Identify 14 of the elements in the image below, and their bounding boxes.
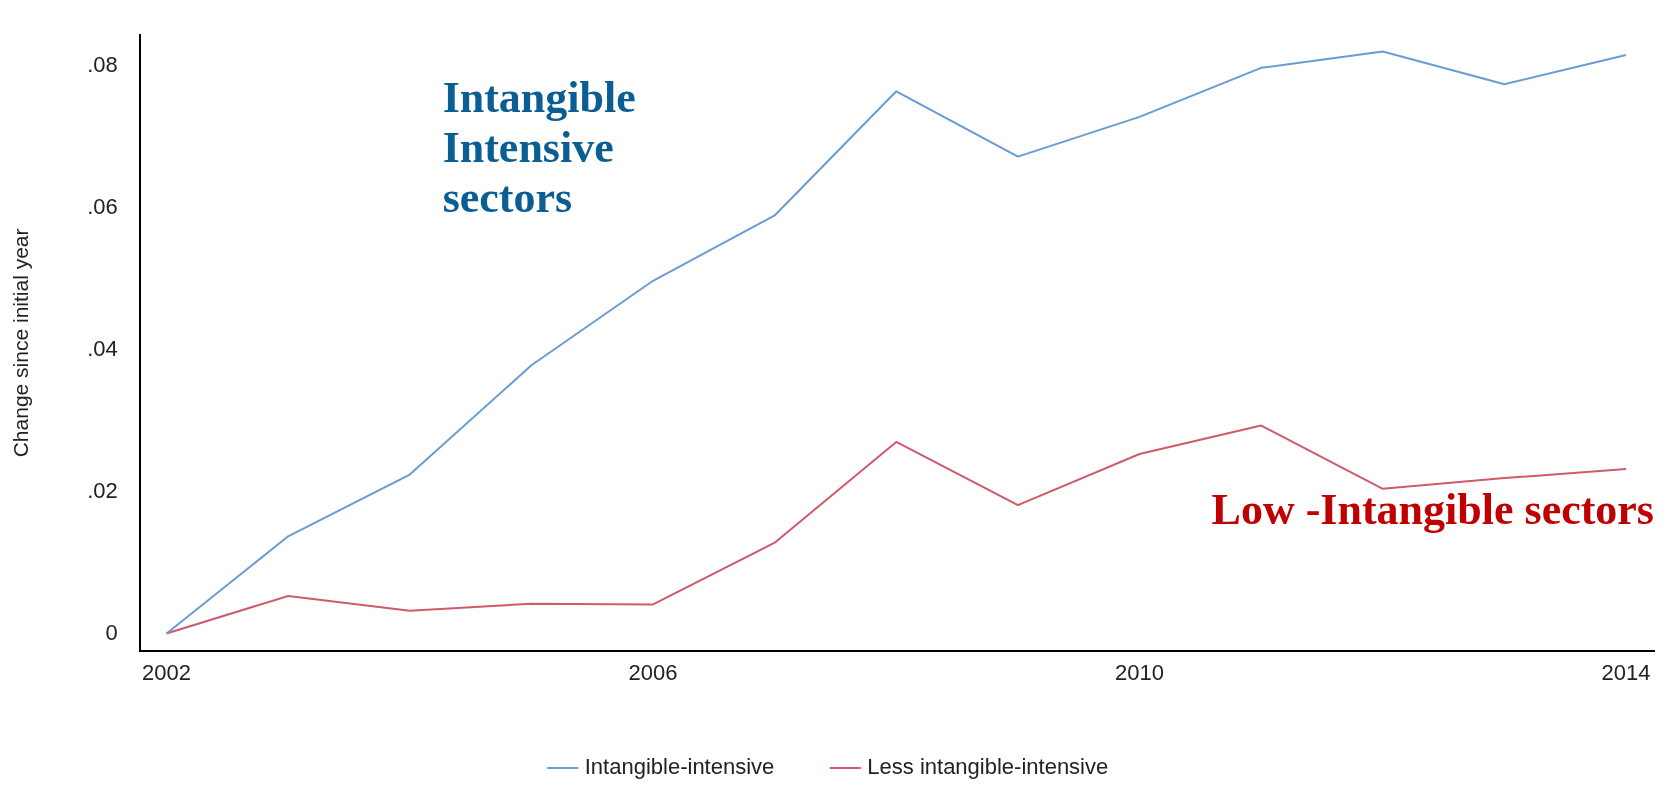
x-tick-label: 2010 <box>1115 659 1165 685</box>
annotation: Intangible Intensive sectors <box>442 72 636 222</box>
y-tick-label: 0 <box>105 619 118 645</box>
y-tick-label: .04 <box>87 335 118 361</box>
legend-label: Intangible-intensive <box>584 754 775 780</box>
x-tick-label: 2014 <box>1601 659 1651 685</box>
y-axis-title: Change since initial year <box>9 228 33 458</box>
y-tick-label: .06 <box>87 193 118 219</box>
x-tick-label: 2006 <box>628 659 678 685</box>
annotation: Low -Intangible sectors <box>1211 484 1654 534</box>
legend-label: Less intangible-intensive <box>867 754 1109 780</box>
y-tick-label: .02 <box>87 477 118 503</box>
x-tick-label: 2002 <box>142 659 192 685</box>
y-tick-label: .08 <box>87 51 118 77</box>
